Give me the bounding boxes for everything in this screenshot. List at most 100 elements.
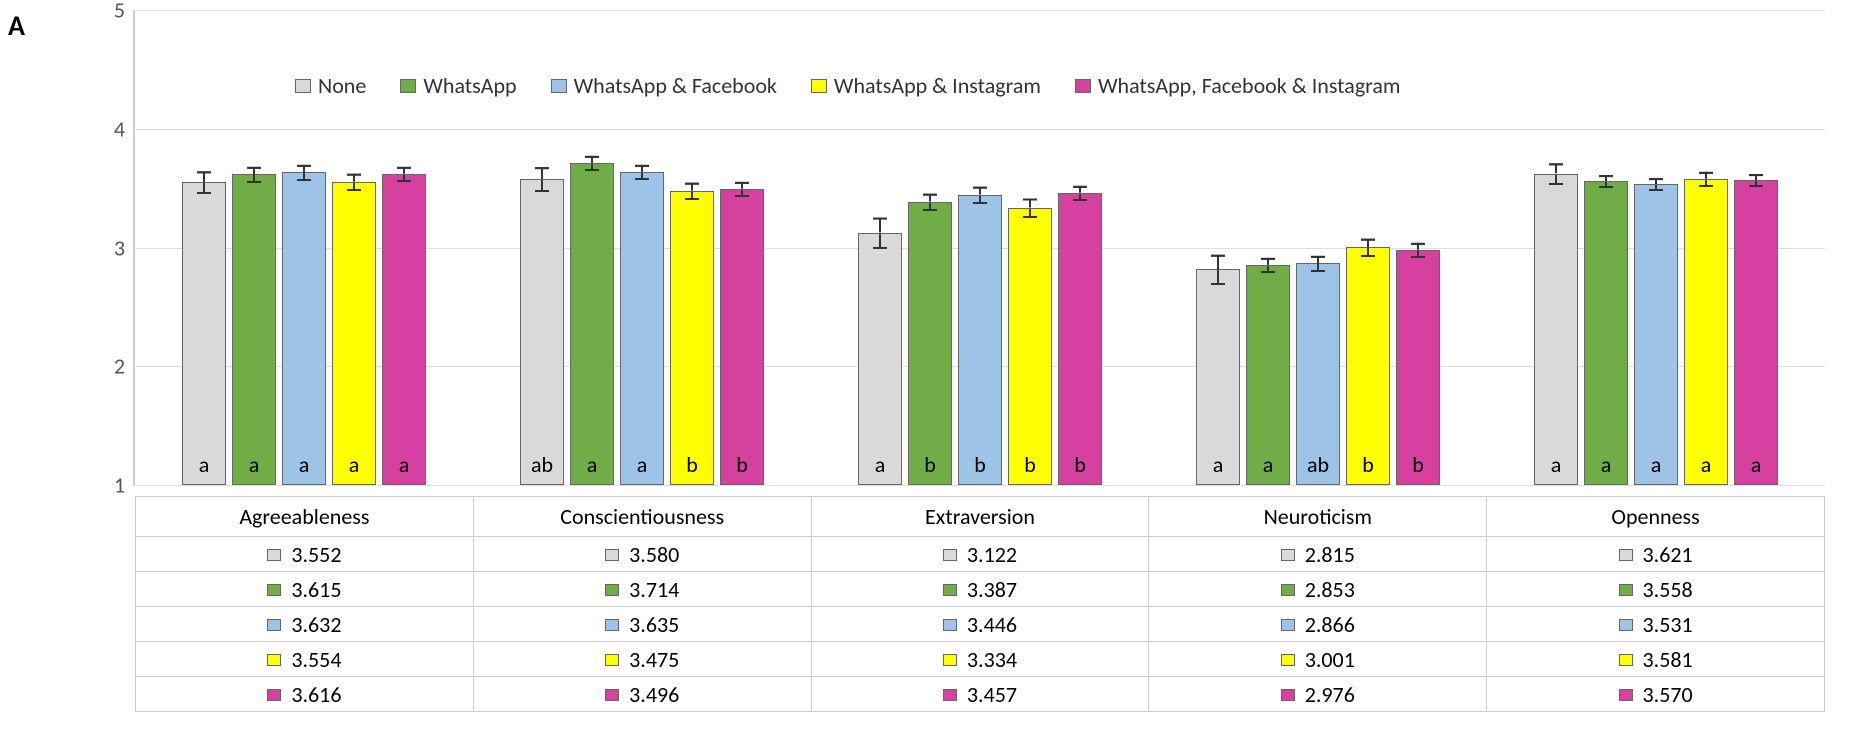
cell-swatch — [267, 689, 281, 701]
cell-swatch — [267, 654, 281, 666]
bar-letter: a — [875, 451, 886, 478]
cell-value: 2.853 — [1305, 576, 1355, 603]
error-bar-down — [1029, 209, 1031, 219]
error-bar-down — [1655, 185, 1657, 191]
bar: a — [620, 172, 664, 485]
y-tick-label: 5 — [85, 0, 125, 24]
table-header-cell: Openness — [1487, 497, 1825, 537]
legend-item: WhatsApp & Instagram — [811, 72, 1041, 99]
bar-letter: a — [299, 451, 310, 478]
data-table: AgreeablenessConscientiousnessExtraversi… — [135, 496, 1825, 712]
error-bar-up — [1367, 239, 1369, 247]
error-bar-down — [541, 180, 543, 192]
table-cell: 3.580 — [473, 537, 811, 572]
y-tick-label: 1 — [85, 472, 125, 499]
cell-value: 3.475 — [629, 646, 679, 673]
table-row: 3.615 3.714 3.387 2.853 3.558 — [136, 572, 1825, 607]
table-row: 3.554 3.475 3.334 3.001 3.581 — [136, 642, 1825, 677]
cell-swatch — [1281, 654, 1295, 666]
error-bar-down — [353, 183, 355, 191]
table-cell: 3.635 — [473, 607, 811, 642]
bar-letter: b — [1362, 451, 1374, 478]
error-bar-up — [741, 181, 743, 188]
bar-letter: a — [1263, 451, 1274, 478]
bar-letter: b — [1412, 451, 1424, 478]
error-bar-up — [541, 167, 543, 179]
table-cell: 3.475 — [473, 642, 811, 677]
cell-value: 3.621 — [1643, 541, 1693, 568]
cell-swatch — [943, 619, 957, 631]
bar-letter: b — [736, 451, 748, 478]
bar: b — [1058, 193, 1102, 485]
table-cell: 3.446 — [811, 607, 1149, 642]
table-cell: 3.334 — [811, 642, 1149, 677]
error-bar-up — [1217, 255, 1219, 269]
cell-swatch — [1619, 619, 1633, 631]
error-bar-up — [1555, 163, 1557, 174]
bar: b — [1396, 250, 1440, 485]
legend-swatch — [1075, 79, 1091, 93]
error-bar-down — [303, 173, 305, 180]
error-bar-down — [1755, 181, 1757, 187]
cell-swatch — [943, 584, 957, 596]
bar: ab — [1296, 263, 1340, 485]
cell-value: 3.615 — [291, 576, 341, 603]
bar-letter: b — [1024, 451, 1036, 478]
bar: b — [958, 195, 1002, 485]
error-bar-down — [879, 234, 881, 249]
error-bar-down — [591, 164, 593, 171]
table-cell: 3.001 — [1149, 642, 1487, 677]
cell-swatch — [1281, 584, 1295, 596]
plot-area: 12345 aaaaaabaabbabbbbaaabbbaaaaa NoneWh… — [85, 10, 1825, 485]
table-cell: 3.496 — [473, 677, 811, 712]
cell-value: 3.554 — [291, 646, 341, 673]
error-bar-up — [641, 165, 643, 172]
error-bar-down — [979, 196, 981, 204]
bar-letter: a — [399, 451, 410, 478]
cell-value: 3.446 — [967, 611, 1017, 638]
bar: b — [1008, 208, 1052, 485]
error-bar-up — [979, 186, 981, 194]
cell-swatch — [943, 549, 957, 561]
bar: a — [858, 233, 902, 485]
cell-swatch — [267, 619, 281, 631]
cell-value: 3.714 — [629, 576, 679, 603]
error-bar-up — [203, 171, 205, 182]
error-bar-down — [403, 175, 405, 182]
table-cell: 3.615 — [136, 572, 474, 607]
error-bar-down — [1317, 264, 1319, 271]
bar-letter: a — [199, 451, 210, 478]
error-bar-up — [1655, 179, 1657, 185]
error-bar-up — [303, 165, 305, 172]
legend-item: WhatsApp, Facebook & Instagram — [1075, 72, 1401, 99]
table-cell: 3.632 — [136, 607, 474, 642]
cell-value: 3.570 — [1643, 681, 1693, 708]
error-bar-down — [253, 175, 255, 182]
table-header-cell: Conscientiousness — [473, 497, 811, 537]
bar-letter: a — [1701, 451, 1712, 478]
cell-value: 3.496 — [629, 681, 679, 708]
cell-value: 3.334 — [967, 646, 1017, 673]
bar-letter: a — [1213, 451, 1224, 478]
bar: a — [1584, 181, 1628, 485]
cell-swatch — [943, 654, 957, 666]
error-bar-up — [1755, 174, 1757, 180]
table-header-cell: Agreeableness — [136, 497, 474, 537]
table-cell: 3.387 — [811, 572, 1149, 607]
bar-letter: a — [587, 451, 598, 478]
panel-label: A — [8, 8, 25, 43]
cell-value: 2.815 — [1305, 541, 1355, 568]
bar: a — [182, 182, 226, 485]
legend-item: WhatsApp — [400, 72, 516, 99]
cell-value: 3.558 — [1643, 576, 1693, 603]
table-header-cell: Extraversion — [811, 497, 1149, 537]
table-cell: 3.616 — [136, 677, 474, 712]
bar-letter: a — [249, 451, 260, 478]
error-bar-down — [1605, 182, 1607, 188]
cell-swatch — [1281, 689, 1295, 701]
table-cell: 3.581 — [1487, 642, 1825, 677]
error-bar-down — [1555, 175, 1557, 186]
bar-letter: b — [974, 451, 986, 478]
cell-value: 3.581 — [1643, 646, 1693, 673]
table-cell: 3.621 — [1487, 537, 1825, 572]
